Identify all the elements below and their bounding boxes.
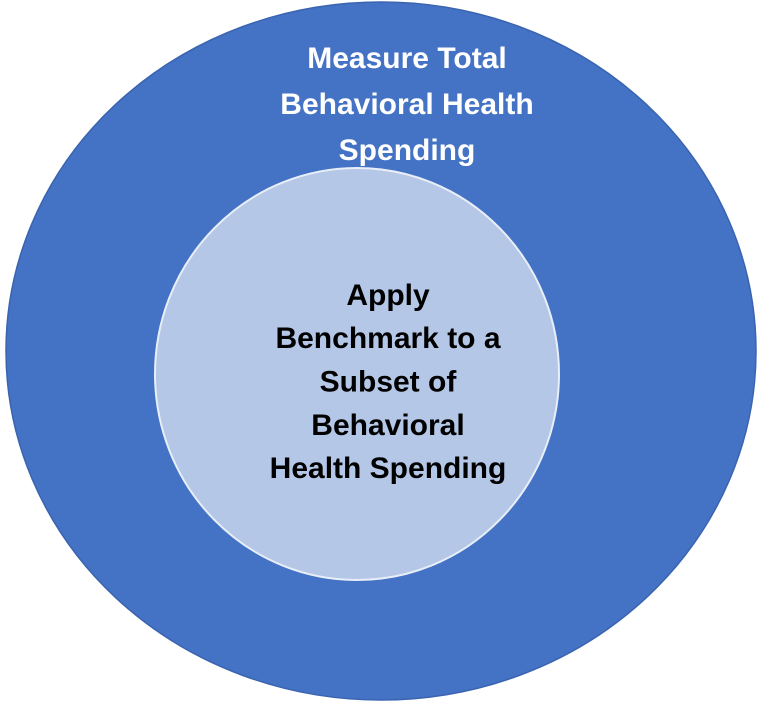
inner-circle [154,167,560,581]
inner-label: Apply Benchmark to a Subset of Behavioral He… [270,279,507,485]
label-line: Behavioral [311,409,464,442]
label-line: Benchmark to a [275,322,500,355]
label-line: Measure Total [307,42,507,75]
label-line: Subset of [320,366,458,399]
outer-label: Measure Total Behavioral Health Spending [280,42,533,167]
label-line: Behavioral Health [280,88,533,121]
label-line: Apply [346,279,430,312]
label-line: Health Spending [270,452,507,485]
label-line: Spending [339,134,476,167]
